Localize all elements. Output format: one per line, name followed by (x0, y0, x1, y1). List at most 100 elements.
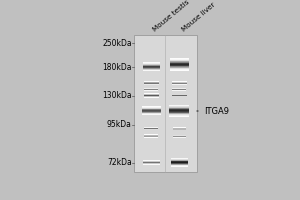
Bar (143, 65, 160, 66)
Bar (143, 70, 160, 71)
Bar (172, 88, 186, 89)
Bar (142, 106, 161, 107)
Bar (143, 63, 160, 64)
Bar (171, 161, 188, 162)
Bar (172, 127, 186, 128)
Bar (143, 164, 160, 165)
Bar (172, 95, 187, 96)
Text: 130kDa: 130kDa (102, 91, 132, 100)
Bar (145, 134, 158, 135)
Bar (169, 112, 189, 113)
Bar (142, 110, 161, 111)
Bar (145, 137, 158, 138)
Bar (172, 84, 187, 85)
Bar (144, 95, 159, 96)
Bar (169, 106, 189, 107)
Bar (172, 82, 187, 83)
Bar (169, 108, 189, 109)
Bar (172, 84, 187, 85)
Bar (145, 88, 158, 89)
Bar (171, 159, 188, 160)
Bar (170, 67, 189, 68)
Bar (145, 90, 158, 91)
Bar (142, 112, 161, 113)
Bar (145, 127, 158, 128)
Bar (172, 127, 186, 128)
Bar (172, 88, 186, 89)
Text: 72kDa: 72kDa (107, 158, 132, 167)
Bar (170, 63, 189, 64)
Bar (169, 114, 189, 115)
Text: Mouse liver: Mouse liver (181, 1, 216, 32)
Bar (142, 113, 161, 114)
Bar (143, 160, 160, 161)
Bar (169, 112, 189, 113)
Bar (145, 136, 158, 137)
Bar (171, 164, 188, 165)
Bar (169, 116, 189, 117)
Bar (170, 70, 189, 71)
Bar (173, 137, 186, 138)
Bar (145, 90, 158, 91)
Bar (145, 89, 158, 90)
Bar (172, 129, 186, 130)
Bar (172, 83, 187, 84)
Text: 250kDa: 250kDa (102, 39, 132, 48)
Bar (173, 136, 186, 137)
Bar (172, 89, 186, 90)
Bar (169, 110, 189, 111)
Bar (172, 83, 187, 84)
Bar (169, 109, 189, 110)
Bar (170, 69, 189, 70)
Bar (172, 129, 186, 130)
Bar (145, 135, 158, 136)
Bar (143, 162, 160, 163)
Bar (145, 135, 158, 136)
Bar (169, 113, 189, 114)
Bar (134, 35, 197, 172)
Text: ITGA9: ITGA9 (197, 107, 229, 116)
Bar (169, 105, 189, 106)
Bar (170, 66, 189, 67)
Bar (144, 94, 159, 95)
Bar (169, 115, 189, 116)
Bar (143, 160, 160, 161)
Bar (169, 111, 189, 112)
Bar (172, 96, 187, 97)
Bar (171, 164, 188, 165)
Bar (144, 84, 159, 85)
Bar (143, 163, 160, 164)
Bar (172, 90, 186, 91)
Text: 95kDa: 95kDa (107, 120, 132, 129)
Bar (171, 162, 188, 163)
Bar (143, 67, 160, 68)
Bar (142, 107, 161, 108)
Text: Mouse testis: Mouse testis (152, 0, 190, 32)
Bar (143, 64, 160, 65)
Bar (172, 89, 186, 90)
Bar (170, 58, 189, 59)
Bar (171, 158, 188, 159)
Bar (170, 68, 189, 69)
Bar (171, 165, 188, 166)
Text: 180kDa: 180kDa (102, 63, 132, 72)
Bar (172, 95, 187, 96)
Bar (172, 82, 187, 83)
Bar (144, 82, 159, 83)
Bar (145, 89, 158, 90)
Bar (145, 127, 158, 128)
Bar (143, 161, 160, 162)
Bar (170, 60, 189, 61)
Bar (172, 81, 187, 82)
Bar (171, 160, 188, 161)
Bar (143, 65, 160, 66)
Bar (172, 96, 187, 97)
Bar (144, 93, 159, 94)
Bar (173, 135, 186, 136)
Bar (142, 114, 161, 115)
Bar (144, 96, 159, 97)
Bar (142, 112, 161, 113)
Bar (170, 64, 189, 65)
Bar (145, 134, 158, 135)
Bar (145, 129, 158, 130)
